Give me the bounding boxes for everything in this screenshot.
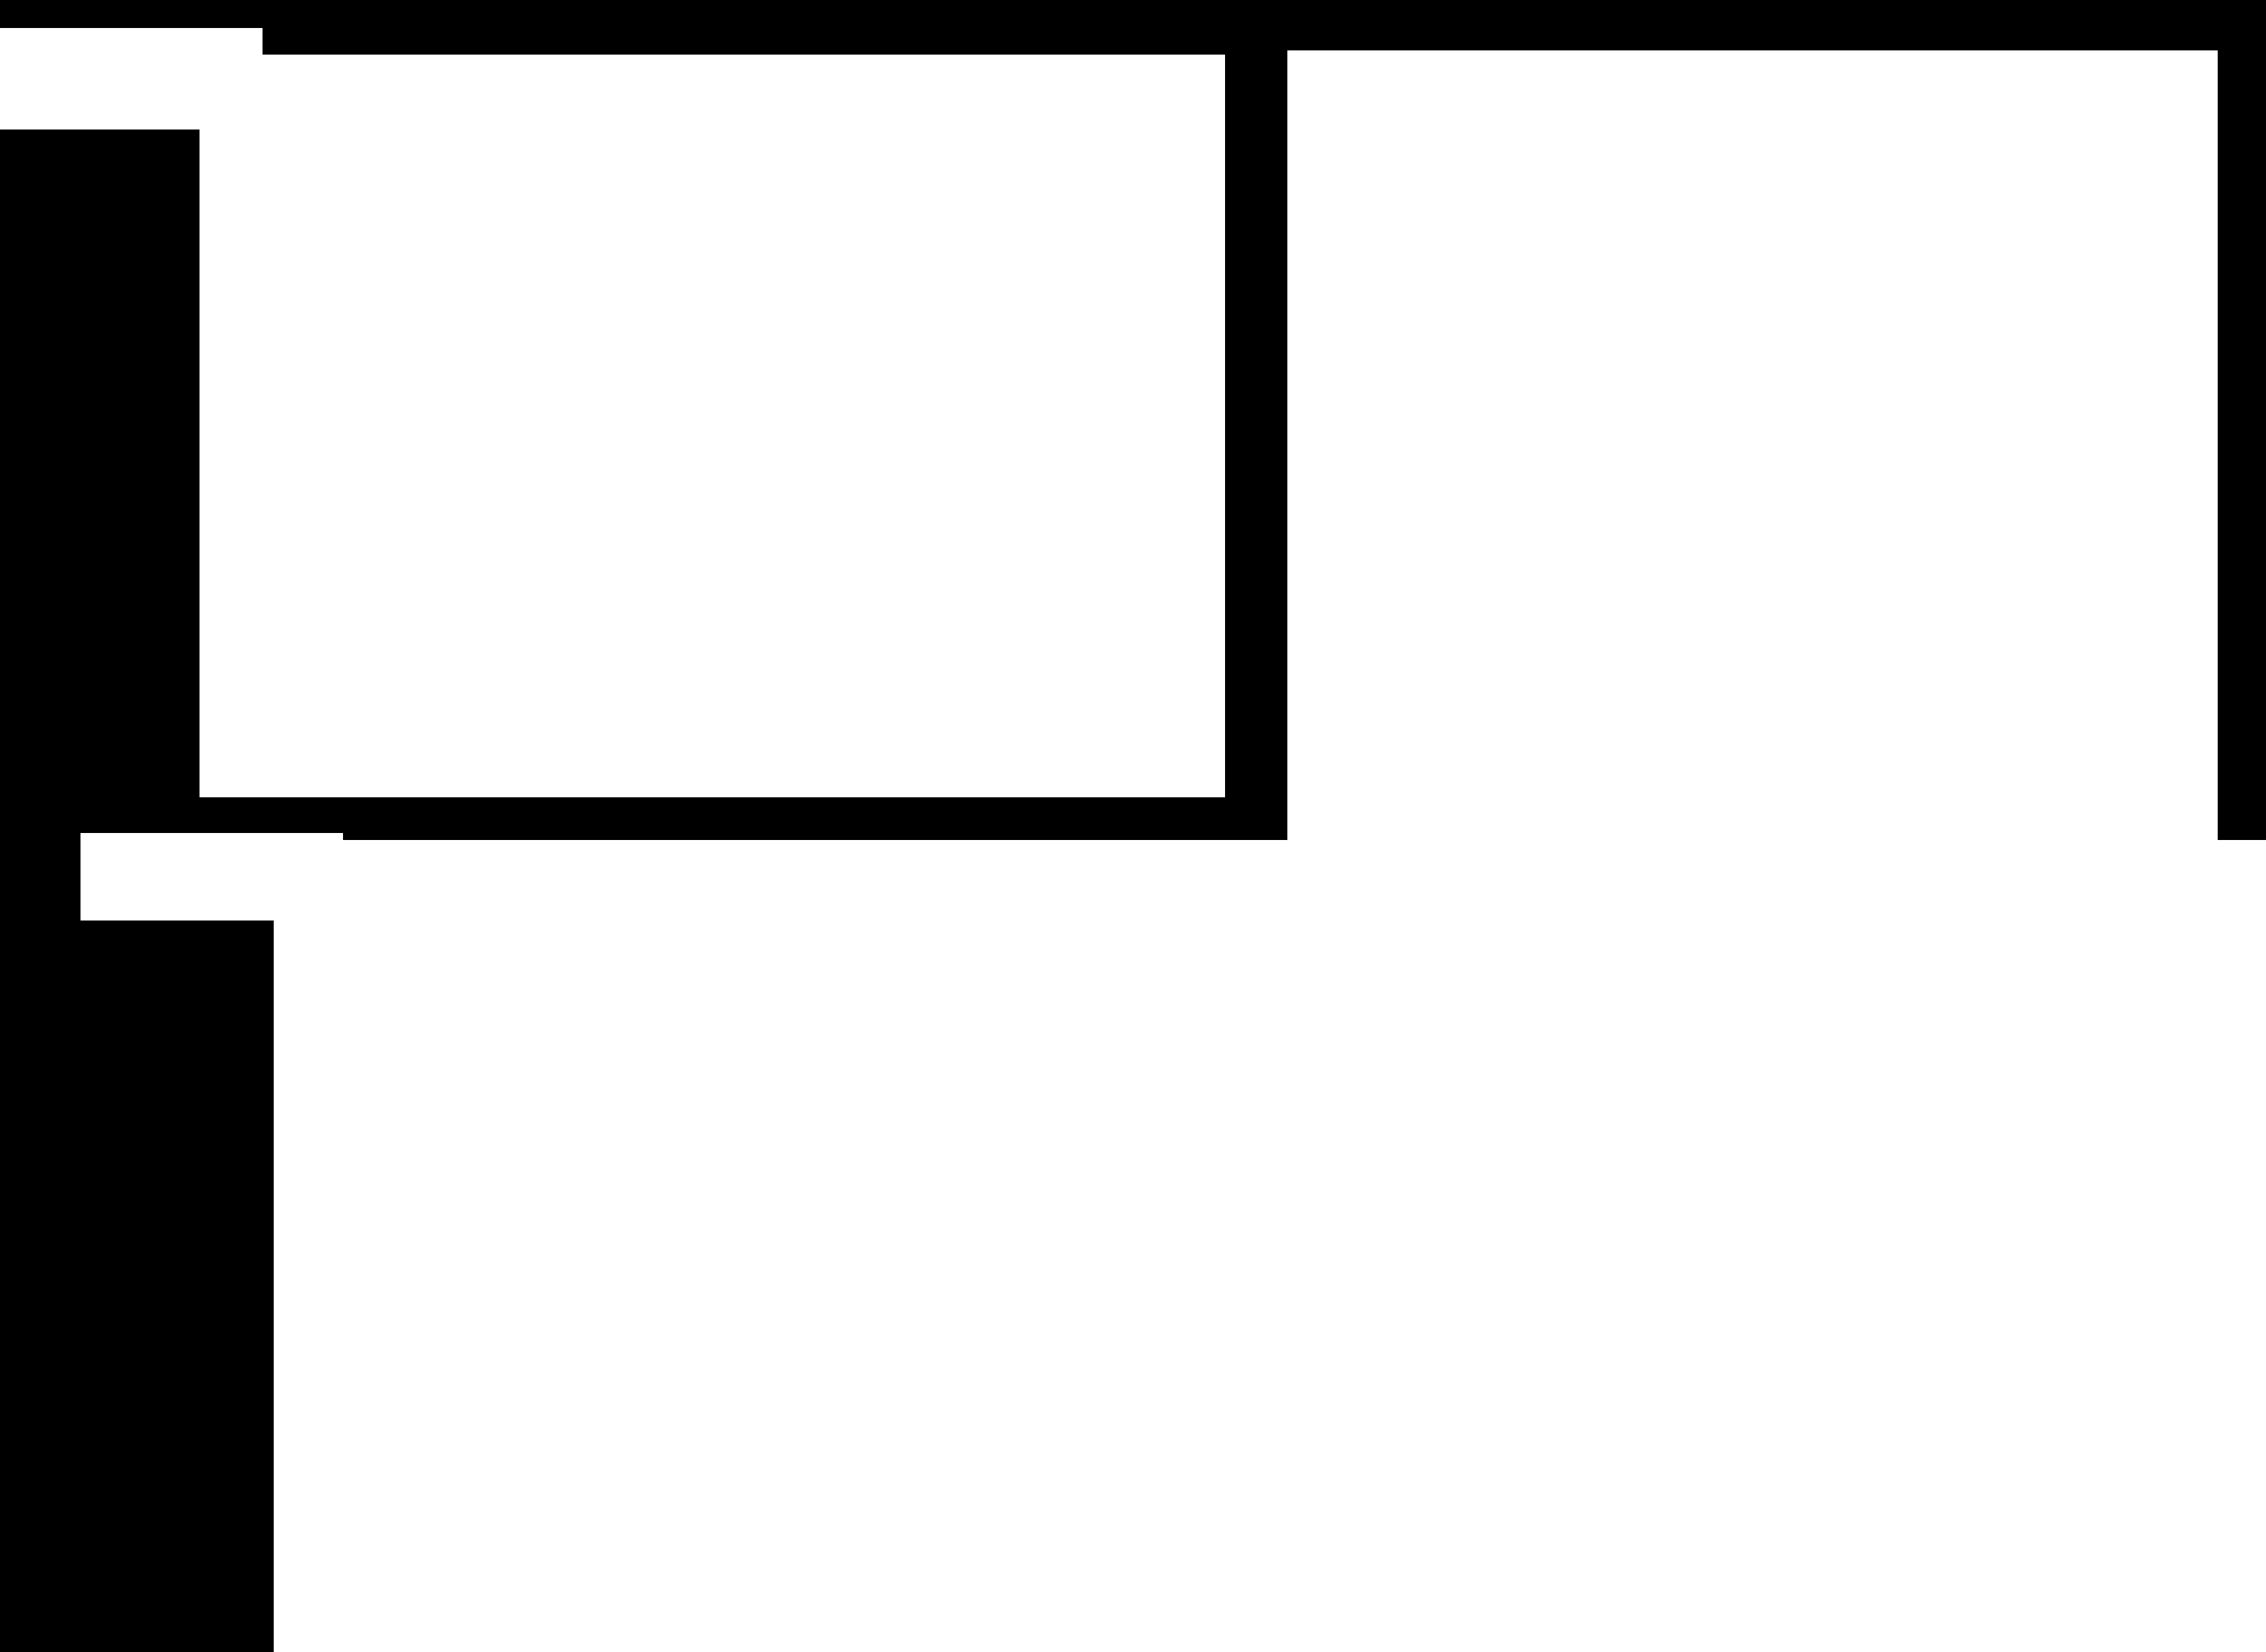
panel-a-structure bbox=[200, 55, 1225, 797]
panel-b-bottom bbox=[274, 840, 2266, 1652]
panel-a-barchart bbox=[1287, 50, 2218, 851]
